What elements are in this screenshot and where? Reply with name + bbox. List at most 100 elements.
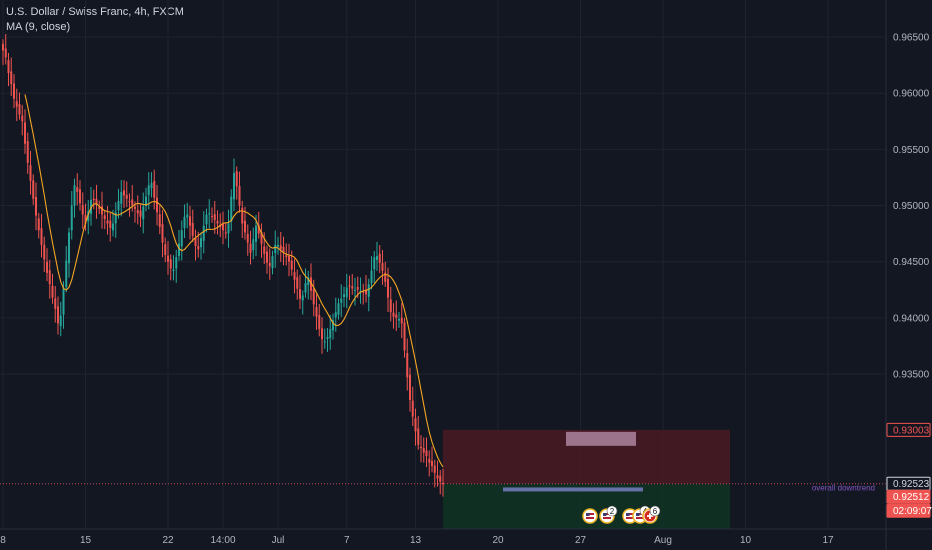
candle-body bbox=[406, 353, 409, 378]
candle-body bbox=[26, 141, 29, 163]
candle-body bbox=[307, 277, 310, 286]
support-box bbox=[503, 487, 643, 492]
candle-body bbox=[21, 115, 24, 122]
candle-body bbox=[376, 256, 378, 260]
candle-body bbox=[304, 283, 307, 293]
us-flag-stripe bbox=[586, 513, 594, 515]
candle-body bbox=[134, 206, 136, 209]
candle-body bbox=[332, 320, 334, 331]
candle-body bbox=[13, 83, 15, 99]
price-tick-label: 0.96000 bbox=[893, 89, 930, 100]
candle-body bbox=[180, 230, 183, 247]
event-count-badge bbox=[649, 505, 661, 517]
candle-body bbox=[439, 475, 442, 482]
candle-body bbox=[205, 214, 208, 225]
price-tick-label: 0.94000 bbox=[893, 313, 930, 324]
price-axis[interactable]: 0.96500 0.96000 0.95500 0.95000 0.94500 0.940… bbox=[885, 0, 932, 550]
candle-body bbox=[29, 165, 32, 181]
time-tick-label: 20 bbox=[492, 535, 504, 546]
candle-body bbox=[123, 190, 125, 196]
time-tick-label: Aug bbox=[654, 535, 672, 546]
candle-body bbox=[282, 246, 285, 253]
symbol-title[interactable]: U.S. Dollar / Swiss Franc, 4h, FXCM bbox=[6, 6, 184, 18]
candle-body bbox=[131, 199, 134, 206]
us-flag-stripe bbox=[626, 513, 634, 515]
candle-body bbox=[428, 458, 431, 463]
candle-body bbox=[384, 272, 387, 282]
candle-body bbox=[59, 315, 62, 327]
us-flag-stripe bbox=[636, 513, 644, 515]
candle-body bbox=[417, 428, 420, 445]
candle-body bbox=[329, 329, 332, 338]
price-tick-label: 0.93500 bbox=[893, 370, 930, 381]
candle-body bbox=[381, 263, 384, 271]
price-tag-box bbox=[886, 422, 931, 437]
candle-body bbox=[310, 277, 312, 291]
indicator-title[interactable]: MA (9, close) bbox=[6, 21, 71, 33]
candle-body bbox=[409, 374, 411, 400]
price-tag-label: 0.92512 bbox=[893, 492, 930, 503]
us-flag-canton bbox=[603, 513, 607, 516]
candle-body bbox=[112, 223, 114, 231]
candle-body bbox=[354, 289, 356, 291]
event-count-badge bbox=[606, 505, 618, 517]
candle-body bbox=[255, 225, 257, 242]
time-tick-label: 27 bbox=[575, 535, 587, 546]
candle-body bbox=[400, 317, 403, 324]
candle-body bbox=[158, 214, 161, 227]
candle-body bbox=[101, 206, 103, 215]
candle-body bbox=[345, 287, 348, 298]
candle-body bbox=[334, 312, 337, 318]
candle-body bbox=[120, 192, 123, 204]
candle-body bbox=[436, 475, 439, 479]
us-flag-stripe bbox=[603, 513, 611, 515]
candle-body bbox=[227, 223, 230, 234]
candle-body bbox=[279, 245, 282, 250]
candle-body bbox=[128, 201, 131, 203]
candle-body bbox=[51, 285, 54, 298]
candle-body bbox=[48, 270, 51, 285]
candle-body bbox=[161, 224, 164, 243]
candle-body bbox=[224, 232, 227, 234]
us-flag-stripe bbox=[603, 517, 611, 519]
candle-body bbox=[290, 260, 293, 270]
candle-body bbox=[183, 216, 186, 228]
candle-body bbox=[359, 290, 362, 292]
ma-line bbox=[24, 94, 444, 468]
candle-body bbox=[145, 196, 147, 207]
price-tag-label: 0.92523 bbox=[893, 479, 930, 490]
candle-body bbox=[169, 259, 172, 269]
candle-body bbox=[442, 483, 444, 485]
candle-body bbox=[318, 315, 321, 330]
candle-body bbox=[189, 216, 191, 226]
candle-body bbox=[257, 224, 260, 234]
time-tick-label: 10 bbox=[740, 535, 752, 546]
candle-body bbox=[288, 256, 290, 262]
candle-body bbox=[268, 262, 271, 267]
candle-body bbox=[57, 306, 59, 324]
candle-body bbox=[92, 198, 95, 200]
candle-body bbox=[194, 237, 197, 246]
time-tick-label: Jul bbox=[272, 535, 285, 546]
us-flag-icon[interactable] bbox=[582, 508, 598, 524]
drawings[interactable]: overall downtrend bbox=[0, 431, 886, 493]
candle-body bbox=[285, 255, 288, 258]
candle-body bbox=[370, 270, 373, 284]
candle-body bbox=[98, 207, 101, 209]
candle-body bbox=[351, 286, 354, 289]
candle-body bbox=[37, 218, 40, 231]
candle-body bbox=[343, 294, 345, 297]
candle-body bbox=[365, 289, 367, 295]
candle-body bbox=[340, 298, 343, 303]
us-flag-stripe bbox=[586, 517, 594, 519]
economic-events[interactable]: 246 bbox=[582, 505, 661, 524]
candle-body bbox=[420, 446, 422, 449]
candle-body bbox=[263, 246, 266, 254]
candle-body bbox=[392, 312, 395, 317]
chart-legend: U.S. Dollar / Swiss Franc, 4h, FXCM MA (… bbox=[6, 5, 184, 35]
candle-body bbox=[150, 183, 153, 189]
candle-body bbox=[65, 260, 68, 288]
candle-body bbox=[373, 257, 376, 270]
time-axis[interactable]: 8 15 22 14:00 Jul 7 13 20 27 Aug 10 17 bbox=[0, 528, 932, 546]
